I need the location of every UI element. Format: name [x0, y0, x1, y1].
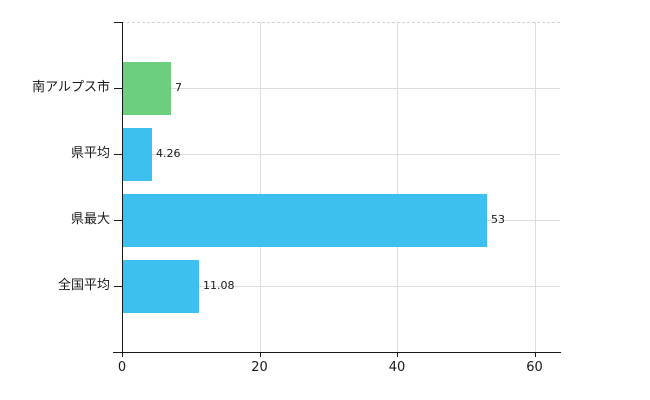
category-tick — [114, 220, 122, 221]
bar-value-label: 7 — [175, 81, 182, 94]
category-label: 南アルプス市 — [32, 80, 110, 95]
horizontal-gridline — [122, 286, 560, 287]
category-label: 県最大 — [70, 212, 110, 227]
y-axis-line — [122, 22, 123, 357]
plot-top-border — [122, 22, 560, 23]
category-label: 県平均 — [70, 146, 110, 161]
bar — [123, 260, 199, 313]
vertical-gridline — [397, 22, 399, 352]
x-axis-tick — [397, 352, 399, 357]
x-tick-label: 0 — [117, 360, 127, 375]
bar-value-label: 4.26 — [156, 147, 181, 160]
bar — [123, 62, 171, 115]
category-tick — [114, 286, 122, 287]
horizontal-gridline — [122, 154, 560, 155]
vertical-gridline — [259, 22, 261, 352]
bar-value-label: 53 — [491, 213, 505, 226]
x-axis-tick — [534, 352, 536, 357]
x-axis-tick — [259, 352, 261, 357]
category-tick — [114, 88, 122, 89]
category-label: 全国平均 — [57, 278, 110, 293]
y-axis-top-tick — [114, 22, 122, 23]
x-axis-line — [113, 352, 561, 353]
horizontal-gridline — [122, 88, 560, 89]
category-tick — [114, 154, 122, 155]
bar-value-label: 11.08 — [203, 279, 235, 292]
x-axis-tick — [122, 352, 123, 357]
x-tick-label: 20 — [251, 360, 268, 375]
bar — [123, 194, 487, 247]
x-tick-label: 40 — [388, 360, 406, 375]
vertical-gridline — [534, 22, 536, 352]
x-tick-label: 60 — [526, 360, 543, 375]
bar — [123, 128, 152, 181]
